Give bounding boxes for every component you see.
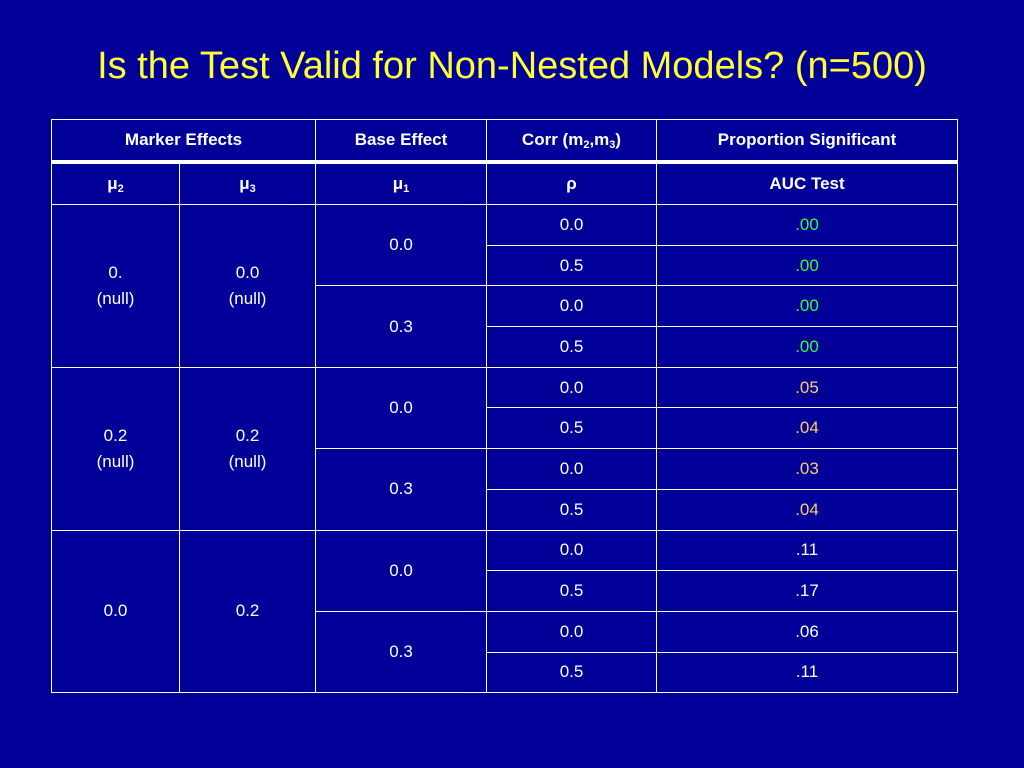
- header-corr: Corr (m2,m3): [486, 119, 658, 164]
- subheader-rho: ρ: [486, 161, 658, 205]
- auc-value-cell: .04: [656, 488, 959, 531]
- mu3-value-cell: 0.2 (null): [178, 366, 317, 531]
- table-row: 0.3 0.0.06: [52, 610, 959, 694]
- header-corr-suffix: ): [615, 130, 622, 149]
- mu1-value-cell: 0.0: [315, 529, 488, 612]
- mu2-value-line1: 0.0: [103, 601, 128, 621]
- mu3-value-cell: 0.0 (null): [178, 204, 317, 368]
- header-corr-sub1: 2: [583, 139, 590, 151]
- header-corr-sub2: 3: [609, 139, 616, 151]
- mu2-value-line1: 0.2: [103, 425, 128, 445]
- header-marker-effects: Marker Effects: [50, 119, 317, 164]
- mu1-value-cell: 0.0: [315, 366, 488, 450]
- mu1-subscript: 1: [403, 183, 410, 195]
- auc-value-cell: .06: [656, 610, 959, 653]
- table-row: 0.0 0.2 0.0 0.0.11: [51, 529, 959, 694]
- table-row: 0.5.04: [52, 407, 959, 450]
- mu1-value-cell: 0.3: [315, 610, 488, 694]
- table-body: 0. (null) 0.0 (null) 0.0 0.0.00 0.5.00 0.3 0.0.0…: [51, 203, 959, 694]
- auc-value-cell: .03: [656, 448, 959, 490]
- mu3-value-line2: (null): [228, 451, 267, 471]
- mu3-value-line1: 0.2: [235, 601, 260, 621]
- subheader-row: μ2 μ3 μ1 ρ AUC Test: [51, 161, 959, 205]
- table-row: 0.3 0.0.03: [52, 448, 959, 531]
- rho-value-cell: 0.5: [486, 407, 658, 450]
- mu3-value-line1: 0.2: [235, 425, 260, 445]
- rho-value-cell: 0.5: [486, 651, 658, 694]
- rho-value-cell: 0.0: [486, 529, 658, 572]
- table-row: 0.2 (null) 0.2 (null) 0.0 0.0.05: [51, 366, 959, 531]
- auc-value-cell: .11: [656, 529, 959, 572]
- header-corr-mid: ,m: [589, 130, 610, 149]
- mu2-subscript: 2: [117, 183, 124, 195]
- header-proportion-significant: Proportion Significant: [656, 119, 959, 164]
- subheader-mu3: μ3: [178, 161, 317, 205]
- mu1-value-cell: 0.0: [315, 203, 488, 287]
- auc-value-cell: .00: [656, 285, 959, 328]
- mu1-value-cell: 0.3: [315, 448, 488, 531]
- subheader-mu2: μ2: [51, 161, 180, 205]
- table-row: 0.5.11: [52, 651, 959, 694]
- mu2-value-cell: 0.0: [51, 529, 180, 694]
- mu2-value-cell: 0. (null): [51, 204, 180, 368]
- auc-value-cell: .17: [656, 570, 959, 612]
- auc-value-cell: .11: [656, 651, 959, 694]
- mu3-value-line1: 0.0: [235, 262, 260, 282]
- rho-value-cell: 0.0: [486, 448, 658, 490]
- slide-title: Is the Test Valid for Non-Nested Models?…: [97, 45, 927, 87]
- auc-value-cell: .00: [656, 244, 959, 287]
- rho-value-cell: 0.5: [486, 488, 658, 531]
- auc-value-cell: .05: [656, 366, 959, 409]
- results-table: Marker Effects Base Effect Corr (m2,m3) …: [50, 119, 959, 694]
- rho-value-cell: 0.0: [486, 204, 658, 246]
- mu2-symbol: μ: [107, 174, 118, 193]
- mu2-value-line2: (null): [96, 288, 135, 308]
- rho-value-cell: 0.5: [486, 570, 658, 612]
- mu1-value-cell: 0.3: [315, 285, 488, 368]
- mu2-value-line1: 0.: [108, 262, 123, 282]
- header-base-effect: Base Effect: [315, 119, 488, 164]
- rho-value-cell: 0.0: [486, 610, 658, 653]
- auc-value-cell: .00: [656, 326, 959, 368]
- table-row: 0.5.17: [52, 570, 959, 612]
- subheader-auc: AUC Test: [656, 161, 959, 205]
- auc-value-cell: .00: [656, 204, 959, 246]
- subheader-mu1: μ1: [315, 161, 488, 205]
- auc-value-cell: .04: [656, 407, 959, 450]
- mu2-value-line2: (null): [96, 451, 135, 471]
- table-row: 0.5.00: [52, 326, 959, 368]
- rho-value-cell: 0.5: [486, 244, 658, 287]
- mu1-symbol: μ: [392, 174, 404, 193]
- table-row: 0.5.04: [52, 488, 959, 531]
- table-row: 0. (null) 0.0 (null) 0.0 0.0.00: [51, 203, 959, 368]
- rho-value-cell: 0.0: [486, 285, 658, 328]
- header-row: Marker Effects Base Effect Corr (m2,m3) …: [50, 119, 959, 164]
- mu3-symbol: μ: [239, 174, 250, 193]
- header-corr-prefix: Corr (m: [521, 130, 584, 149]
- mu3-value-cell: 0.2: [178, 529, 317, 694]
- mu3-value-line2: (null): [228, 288, 267, 308]
- mu2-value-cell: 0.2 (null): [51, 366, 180, 531]
- rho-value-cell: 0.5: [486, 326, 658, 368]
- mu3-subscript: 3: [249, 183, 256, 195]
- rho-value-cell: 0.0: [486, 366, 658, 409]
- table-row: 0.5.00: [52, 244, 959, 287]
